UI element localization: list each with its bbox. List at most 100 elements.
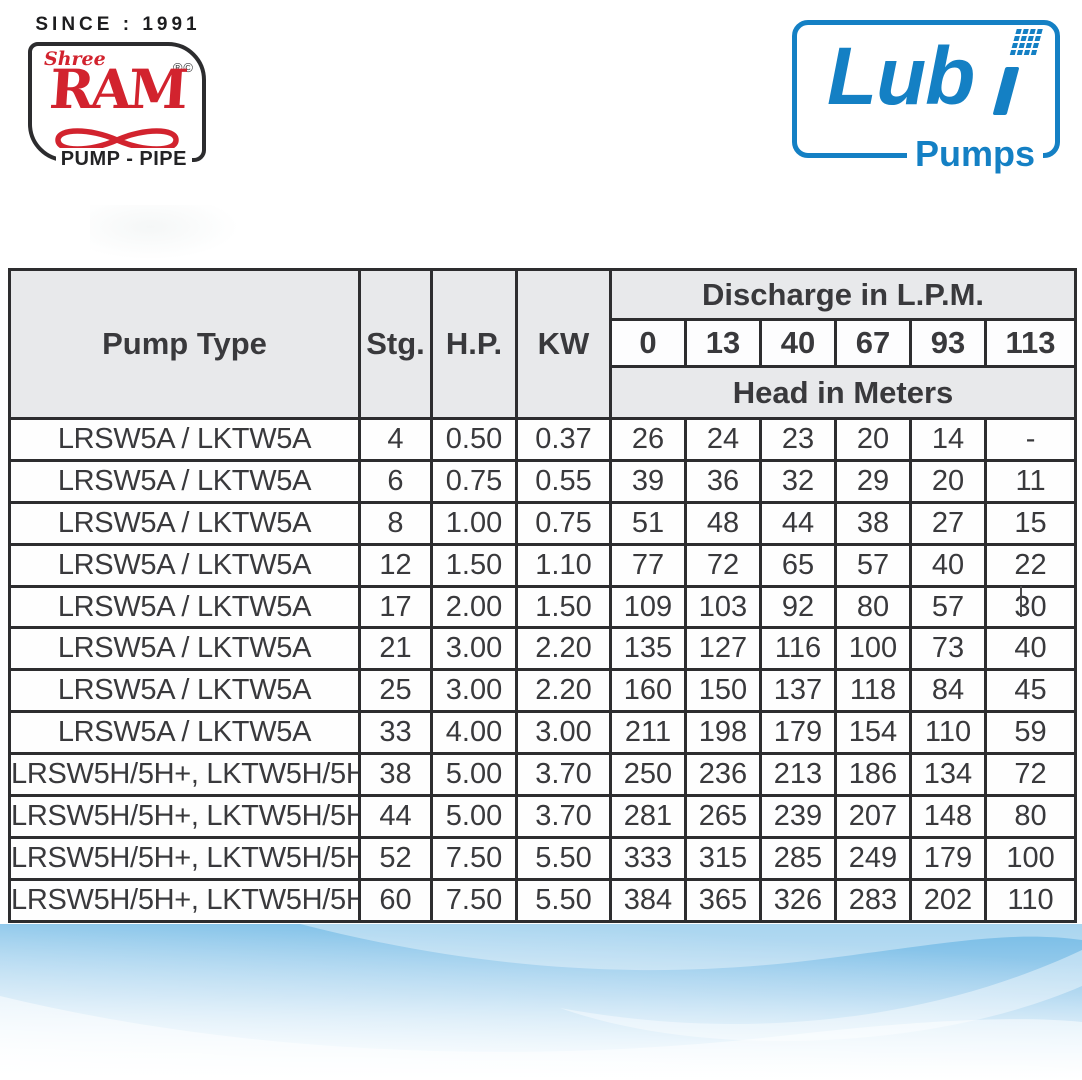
head-cell: 14 xyxy=(909,417,987,462)
head-cell: 80 xyxy=(834,584,912,630)
pump-type-cell: LRSW5A / LKTW5A xyxy=(8,668,361,714)
discharge-value-header: 113 xyxy=(983,318,1078,368)
head-cell: 137 xyxy=(759,668,837,714)
head-cell: 283 xyxy=(834,877,912,923)
head-cell: 72 xyxy=(684,542,762,588)
head-cell: 154 xyxy=(834,710,912,756)
table-row: LRSW5A / LKTW5A 4 0.50 0.37 26 24 23 20 … xyxy=(8,417,1078,462)
head-cell: 326 xyxy=(759,877,837,923)
col-header-kw: KW xyxy=(515,268,612,420)
head-cell: 48 xyxy=(684,500,762,546)
lubi-i-stem xyxy=(992,67,1020,115)
head-cell: 92 xyxy=(759,584,837,630)
head-cell: 202 xyxy=(909,877,987,923)
infinity-swirl-icon xyxy=(55,128,179,152)
hp-cell: 1.50 xyxy=(430,542,518,588)
hp-cell: 7.50 xyxy=(430,835,518,881)
head-cell: 127 xyxy=(684,626,762,672)
head-cell: 135 xyxy=(609,626,687,672)
hp-cell: 2.00 xyxy=(430,584,518,630)
head-cell: 77 xyxy=(609,542,687,588)
head-cell: 80 xyxy=(983,794,1078,839)
head-cell: 148 xyxy=(909,794,987,839)
head-cell: 32 xyxy=(759,458,837,504)
kw-cell: 5.50 xyxy=(515,835,612,881)
head-cell: 179 xyxy=(759,710,837,756)
stg-cell: 33 xyxy=(358,710,433,756)
head-cell: 40 xyxy=(909,542,987,588)
head-cell: 100 xyxy=(834,626,912,672)
head-cell: 51 xyxy=(609,500,687,546)
ram-logo-frame: Shree ®© RAM PUMP - PIPE xyxy=(28,42,206,171)
since-1991-label: SINCE : 1991 xyxy=(35,14,201,35)
kw-cell: 2.20 xyxy=(515,626,612,672)
stg-cell: 44 xyxy=(358,794,433,839)
head-cell: 150 xyxy=(684,668,762,714)
kw-cell: 3.70 xyxy=(515,794,612,839)
stg-cell: 17 xyxy=(358,584,433,630)
stg-cell: 25 xyxy=(358,668,433,714)
faint-scan-smudge xyxy=(90,205,240,260)
table-row: LRSW5A / LKTW5A 21 3.00 2.20 135 127 116… xyxy=(8,626,1078,672)
kw-cell: 0.37 xyxy=(515,417,612,462)
stg-cell: 38 xyxy=(358,752,433,798)
table-row: LRSW5A / LKTW5A 6 0.75 0.55 39 36 32 29 … xyxy=(8,458,1078,504)
head-cell: 213 xyxy=(759,752,837,798)
head-cell: 365 xyxy=(684,877,762,923)
hp-cell: 4.00 xyxy=(430,710,518,756)
head-cell: 116 xyxy=(759,626,837,672)
shree-script-text: Shree xyxy=(44,48,106,70)
stg-cell: 6 xyxy=(358,458,433,504)
kw-cell: 3.70 xyxy=(515,752,612,798)
shree-ram-logo: SINCE : 1991 Shree ®© RAM PUMP - PIPE xyxy=(28,12,208,171)
stg-cell: 12 xyxy=(358,542,433,588)
head-cell: 11 xyxy=(983,458,1078,504)
head-cell: 65 xyxy=(759,542,837,588)
pump-type-cell: LRSW5A / LKTW5A xyxy=(8,542,361,588)
head-cell: 211 xyxy=(609,710,687,756)
head-cell: 236 xyxy=(684,752,762,798)
col-header-head-in-meters: Head in Meters xyxy=(608,365,1078,420)
head-cell: - xyxy=(983,417,1078,462)
head-cell: 333 xyxy=(609,835,687,881)
head-cell: 20 xyxy=(834,417,912,462)
head-cell: 118 xyxy=(834,668,912,714)
head-cell: 186 xyxy=(834,752,912,798)
discharge-value-header: 93 xyxy=(909,318,987,368)
head-cell: 57 xyxy=(834,542,912,588)
lubi-pumps-tagline: Pumps xyxy=(906,133,1043,175)
discharge-value-header: 67 xyxy=(834,318,912,368)
table-row: LRSW5A / LKTW5A 33 4.00 3.00 211 198 179… xyxy=(8,710,1078,756)
head-cell: 29 xyxy=(834,458,912,504)
table-row: LRSW5H/5H+, LKTW5H/5H+ 52 7.50 5.50 333 … xyxy=(8,835,1078,881)
head-cell: 160 xyxy=(609,668,687,714)
discharge-value-header: 40 xyxy=(759,318,837,368)
col-header-discharge: Discharge in L.P.M. xyxy=(608,268,1078,321)
head-cell: 109 xyxy=(609,584,687,630)
head-cell: 22 xyxy=(983,542,1078,588)
kw-cell: 0.55 xyxy=(515,458,612,504)
head-cell: 100 xyxy=(983,835,1078,881)
head-cell: 250 xyxy=(609,752,687,798)
head-cell: 265 xyxy=(684,794,762,839)
table-row: LRSW5H/5H+, LKTW5H/5H+ 44 5.00 3.70 281 … xyxy=(8,794,1078,839)
head-cell: 59 xyxy=(983,710,1078,756)
stg-cell: 21 xyxy=(358,626,433,672)
pump-type-cell: LRSW5H/5H+, LKTW5H/5H+ xyxy=(8,794,361,839)
head-cell: 103 xyxy=(684,584,762,630)
lubi-wordmark: Lub xyxy=(827,31,975,122)
registered-copyright-marks: ®© xyxy=(172,60,194,75)
head-cell: 179 xyxy=(909,835,987,881)
stg-cell: 60 xyxy=(358,877,433,923)
kw-cell: 3.00 xyxy=(515,710,612,756)
table-row: LRSW5A / LKTW5A 25 3.00 2.20 160 150 137… xyxy=(8,668,1078,714)
hp-cell: 3.00 xyxy=(430,626,518,672)
discharge-value-header: 13 xyxy=(684,318,762,368)
pump-type-cell: LRSW5A / LKTW5A xyxy=(8,710,361,756)
head-cell: 315 xyxy=(684,835,762,881)
hp-cell: 7.50 xyxy=(430,877,518,923)
discharge-value-header: 0 xyxy=(609,318,687,368)
head-cell: 72 xyxy=(983,752,1078,798)
head-cell: 27 xyxy=(909,500,987,546)
